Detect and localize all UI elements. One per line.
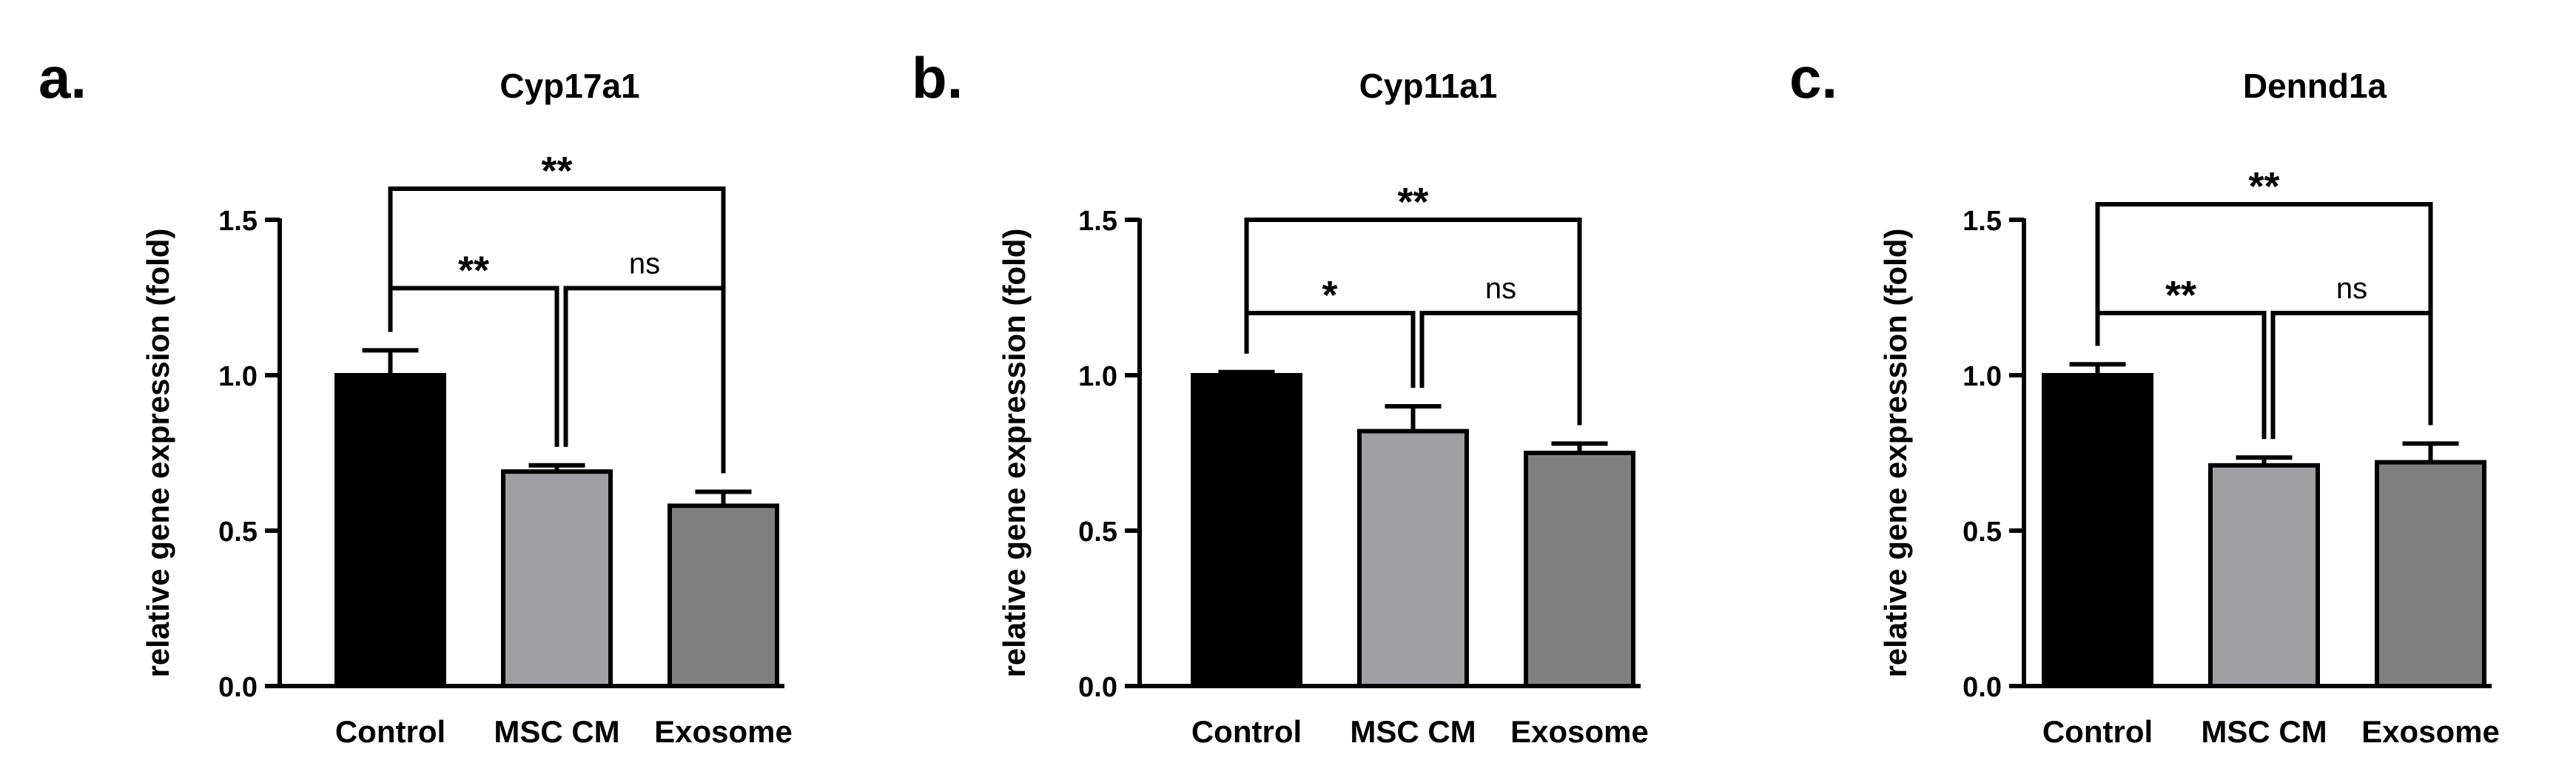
x-tick-label: Control bbox=[335, 714, 445, 749]
significance-bracket bbox=[2270, 311, 2433, 440]
bar bbox=[2042, 373, 2153, 688]
x-tick-label: Control bbox=[1191, 714, 1302, 749]
chart-panel-2: b. Cyp11a1 0.0 0.5 1.0 1.5 relative gene expre… bbox=[912, 45, 1649, 749]
x-tick-label: Exosome bbox=[2361, 714, 2500, 749]
y-tick-label: 1.5 bbox=[1078, 206, 1117, 237]
significance-bracket bbox=[1244, 218, 1582, 426]
y-tick-label: 0.0 bbox=[218, 672, 258, 703]
bar bbox=[2375, 460, 2486, 688]
chart-panel-1: a. Cyp17a1 0.0 0.5 1.0 1.5 relative gene expre… bbox=[38, 45, 793, 749]
significance-label: ** bbox=[2248, 164, 2279, 209]
bar bbox=[667, 503, 779, 689]
y-tick-label: 0.0 bbox=[1078, 672, 1117, 703]
y-tick-label: 1.0 bbox=[218, 361, 258, 392]
significance-label: ns bbox=[2336, 272, 2367, 305]
significance-label: ns bbox=[629, 247, 660, 280]
bar bbox=[1191, 373, 1302, 688]
y-axis-label: relative gene expression (fold) bbox=[1878, 229, 1913, 678]
bar bbox=[1357, 429, 1469, 688]
x-tick-label: Control bbox=[2042, 714, 2153, 749]
significance-bracket bbox=[1419, 311, 1582, 426]
chart-title: Cyp11a1 bbox=[1359, 67, 1498, 105]
x-tick-label: MSC CM bbox=[494, 714, 619, 749]
y-tick-label: 0.0 bbox=[1963, 672, 2002, 703]
y-tick-label: 1.5 bbox=[1963, 206, 2002, 237]
y-axis-label: relative gene expression (fold) bbox=[997, 229, 1032, 678]
significance-label: ** bbox=[458, 248, 489, 292]
significance-label: ** bbox=[1397, 180, 1428, 224]
y-tick-label: 0.5 bbox=[218, 517, 258, 548]
significance-label: ns bbox=[1485, 272, 1516, 305]
y-tick-label: 0.5 bbox=[1963, 517, 2002, 548]
x-tick-label: MSC CM bbox=[1350, 714, 1476, 749]
significance-bracket bbox=[563, 286, 726, 474]
bar bbox=[2208, 463, 2320, 688]
panel-label: b. bbox=[912, 45, 963, 110]
x-tick-label: Exosome bbox=[654, 714, 793, 749]
chart-title: Dennd1a bbox=[2243, 67, 2387, 105]
significance-label: ** bbox=[2165, 273, 2196, 317]
chart-panel-3: c. Dennd1a 0.0 0.5 1.0 1.5 relative gene expre… bbox=[1789, 45, 2500, 749]
y-tick-label: 1.0 bbox=[1078, 361, 1117, 392]
x-tick-label: MSC CM bbox=[2201, 714, 2327, 749]
bar bbox=[334, 373, 446, 688]
bar bbox=[501, 469, 613, 688]
chart-title: Cyp17a1 bbox=[500, 67, 639, 105]
significance-label: ** bbox=[541, 149, 572, 193]
y-tick-label: 1.5 bbox=[218, 206, 258, 237]
panel-label: a. bbox=[38, 45, 87, 110]
significance-bracket bbox=[388, 186, 726, 474]
y-tick-label: 1.0 bbox=[1963, 361, 2002, 392]
x-tick-label: Exosome bbox=[1510, 714, 1649, 749]
panel-label: c. bbox=[1789, 45, 1837, 110]
y-axis-label: relative gene expression (fold) bbox=[141, 229, 175, 678]
significance-label: * bbox=[1322, 273, 1337, 317]
significance-bracket bbox=[2095, 202, 2433, 426]
y-tick-label: 0.5 bbox=[1078, 517, 1117, 548]
bar bbox=[1524, 451, 1635, 688]
